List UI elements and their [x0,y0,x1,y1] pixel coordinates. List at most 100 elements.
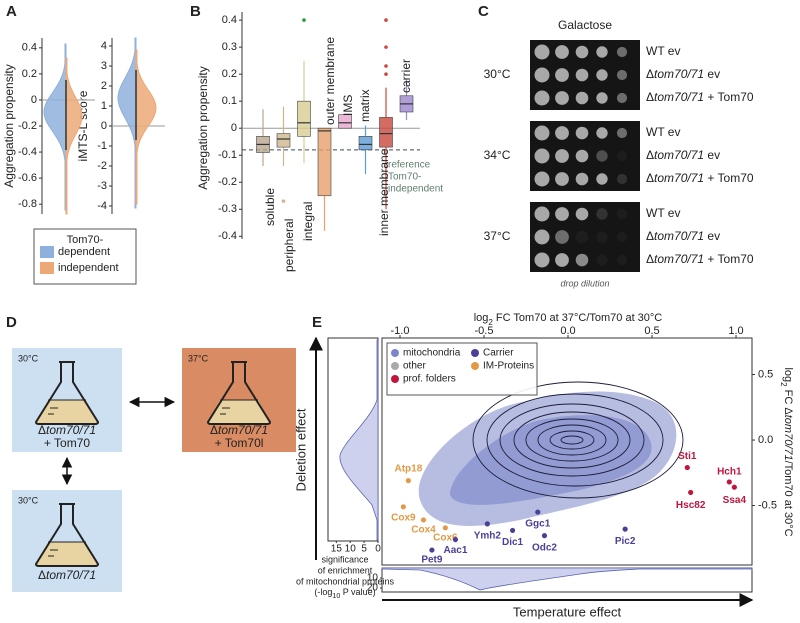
strain-part: Δ [646,171,654,185]
spot [596,208,608,220]
construct: + Tom70 [44,436,90,450]
legend-label: Carrier [483,348,514,359]
spot [596,254,608,266]
temperature: 37°C [188,353,209,363]
strain-part: Δ [646,252,654,266]
outlier [384,72,388,76]
point-label: Ggc1 [525,519,550,530]
spot [534,252,550,268]
spot [555,172,569,186]
y-tick-label: 2 [101,80,107,92]
point-label: Dic1 [502,537,524,548]
side-label: of enrichment [318,565,373,575]
strain-part: WT ev [646,44,680,58]
category-label: outer membrane [323,37,337,125]
strain-label: WT ev [646,206,680,220]
legend-label: IM-Proteins [483,361,534,372]
spot [555,91,569,105]
spot [575,45,589,59]
label-part: tom70/71 [782,415,794,461]
temperature: 37°C [484,229,511,243]
outlier [281,199,286,203]
point [420,517,427,523]
y-tick-label: -0.2 [18,120,37,132]
condition-box [12,490,122,592]
y-tick-label: 0.4 [22,42,37,54]
construct: + Tom70l [215,436,264,450]
y-axis-label: Aggregation propensity [196,66,210,189]
temperature: 30°C [18,495,39,505]
point-label: Cox6 [433,532,458,543]
strain-part: tom70/71 [46,423,96,437]
strain-label: Δtom70/71 ev [646,229,720,243]
strain-part: Δ [38,423,46,437]
label-part: log [474,312,489,324]
panel-label: C [478,3,489,20]
strain-part: + Tom70 [704,171,754,185]
strain-part: WT ev [646,206,680,220]
spot [596,92,608,104]
panel-label: E [312,314,322,331]
y-tick-label: 0.2 [22,68,37,80]
point [622,526,628,532]
y-tick-label: 1 [101,100,107,112]
point-label: Sti1 [678,451,697,462]
spot [596,127,608,139]
legend-title: Tom70- [67,234,104,246]
outlier [384,45,388,49]
spot [575,68,589,82]
strain-label: WT ev [646,44,680,58]
strain-part: Δ [646,229,654,243]
temperature: 30°C [484,67,511,81]
y-tick-label: -0.4 [218,230,237,242]
label-part: log [782,367,794,382]
point [429,547,435,553]
legend-label: prof. folders [403,374,456,385]
footnote: drop dilution [560,278,609,288]
spot [575,207,589,221]
y-tick-label: -0.8 [18,198,37,210]
point [688,489,694,496]
strain-part: Δ [646,90,654,104]
strain-part: Δ [646,148,654,162]
y-tick-label: 0.5 [758,368,773,380]
point-label: Ymh2 [474,531,502,542]
category-label: IMS [341,95,355,116]
point [535,509,541,515]
strain-label: Δtom70/71 + Tom70 [646,90,754,104]
panel-title: Galactose [558,18,612,32]
label-part: /Tom70 at 30°C [782,461,794,537]
violin [43,43,67,211]
spot [555,68,569,82]
legend-swatch [40,246,54,258]
spot [616,92,628,104]
label-part: P value) [340,587,375,597]
spot [616,208,628,220]
point-label: Atp18 [394,463,422,474]
point [400,504,406,510]
panel-label: A [6,3,17,20]
label-part: 10 [332,593,340,600]
spot [575,91,589,105]
box [358,136,373,151]
x-tick-label: 0 [375,544,381,555]
y-tick-label: 0 [31,94,37,106]
category-label: soluble [263,188,277,226]
side-label: of mitochondrial proteins [296,576,395,586]
spot [596,69,608,81]
legend-label: other [403,361,426,372]
label-part: FC Tom70 at 37°C/Tom70 at 30°C [493,312,662,324]
y-tick-label: -3 [97,180,107,192]
spot [555,207,569,221]
strain: Δtom70/71 [38,423,96,437]
point-label: Cox4 [411,525,436,536]
label-part: FC Δ [782,387,794,416]
strain-part: tom70/71 [654,171,704,185]
category-label: carrier [399,59,413,93]
legend-swatch [391,375,399,383]
outlier [384,18,388,22]
spot [596,173,608,185]
strain-part: ev [704,229,720,243]
legend-box [386,342,538,396]
side-label: significance [321,554,368,564]
